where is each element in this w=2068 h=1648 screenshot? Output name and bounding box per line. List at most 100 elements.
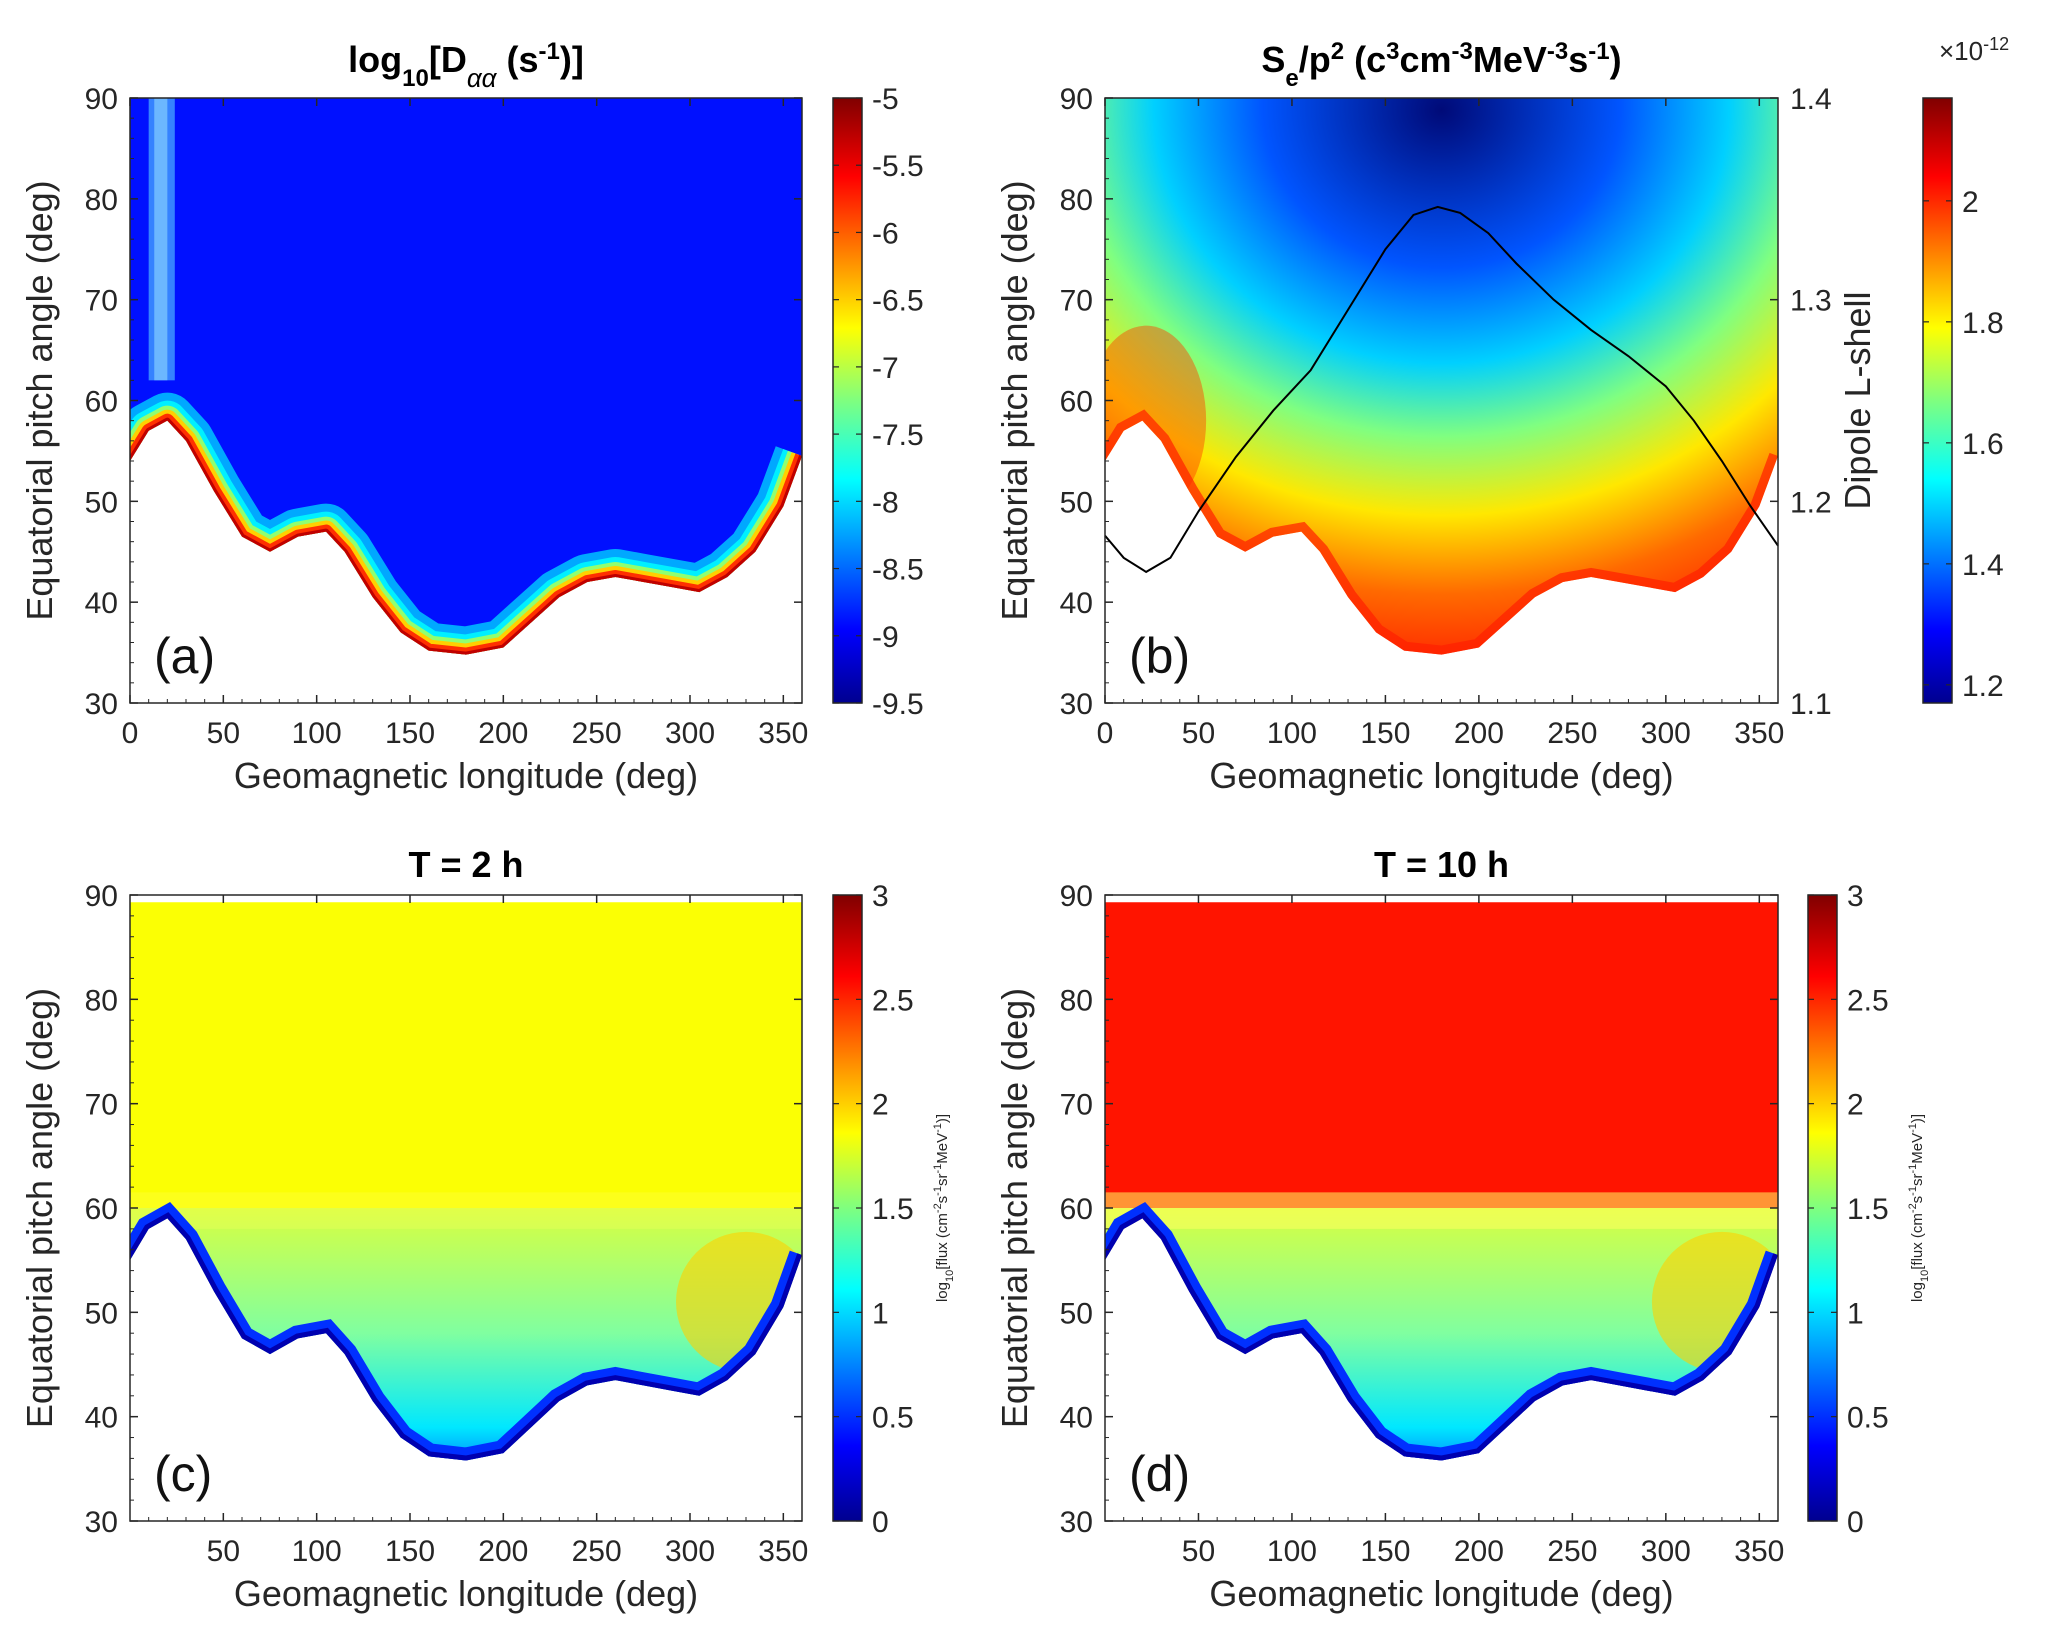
x-axis-label: Geomagnetic longitude (deg): [1209, 755, 1673, 796]
y-axis-label: Equatorial pitch angle (deg): [19, 988, 60, 1428]
colorbar-tick-label: 0: [872, 1506, 889, 1539]
y-tick-label: 40: [85, 587, 118, 620]
heatmap-background: [130, 98, 802, 655]
x-tick-label: 250: [572, 1535, 622, 1568]
panel-d-title: T = 10 h: [1374, 844, 1509, 885]
colorbar-b: 1.2 1.4 1.6 1.8 2: [1922, 97, 2004, 704]
colorbar-d: 3 2.5 2 1.5 1 0.5 0: [1807, 880, 1889, 1539]
colorbar-tick-label: 1.8: [1962, 307, 2004, 340]
x-tick-label: 200: [478, 717, 528, 750]
colorbar-tick-label: 1.5: [872, 1193, 914, 1226]
y2-tick-label: 1.3: [1790, 285, 1832, 318]
colorbar-tick-label: 2.5: [1847, 984, 1889, 1017]
x-axis-label: Geomagnetic longitude (deg): [234, 755, 698, 796]
y-tick-label: 90: [85, 83, 118, 116]
lshell-line: [1104, 205, 1779, 574]
colorbar-tick-label: 2: [872, 1089, 889, 1122]
colorbar-tick-label: -9: [872, 621, 899, 654]
y-axis-label: Equatorial pitch angle (deg): [19, 180, 60, 620]
colorbar-tick-label: -7: [872, 352, 899, 385]
x-tick-label: 250: [1547, 1535, 1597, 1568]
y-tick-label: 50: [1060, 1297, 1093, 1330]
colorbar-tick-label: -6: [872, 217, 899, 250]
y-tick-label: 70: [85, 285, 118, 318]
colorbar-tick-label: 2.5: [872, 984, 914, 1017]
y-tick-label: 50: [85, 486, 118, 519]
panel-label-d: (d): [1129, 1446, 1190, 1502]
x-tick-label: 0: [122, 717, 139, 750]
colorbar-tick-label: -6.5: [872, 285, 924, 318]
y2-axis-label: Dipole L-shell: [1837, 291, 1878, 509]
x-tick-label: 100: [292, 717, 342, 750]
x-axis-label: Geomagnetic longitude (deg): [234, 1573, 698, 1614]
colorbar-a: -5 -5.5 -6 -6.5 -7 -7.5 -8 -8.5 -9 -9.5: [832, 83, 924, 721]
x-tick-label: 100: [1267, 717, 1317, 750]
y-tick-label: 90: [85, 880, 118, 913]
panel-a-heatmap: [130, 98, 802, 655]
y-tick-label: 40: [1060, 1402, 1093, 1435]
colorbar-tick-label: 3: [1847, 880, 1864, 913]
y-tick-label: 60: [1060, 1193, 1093, 1226]
colorbar-tick-label: 1.6: [1962, 428, 2004, 461]
x-tick-label: 50: [1182, 1535, 1215, 1568]
colorbar-label-d: log10[flux (cm-2s-1sr-1MeV-1)]: [1907, 1114, 1931, 1302]
x-tick-label: 250: [1547, 717, 1597, 750]
y-tick-label: 50: [85, 1297, 118, 1330]
x-axis-label: Geomagnetic longitude (deg): [1209, 1573, 1673, 1614]
panel-label-a: (a): [154, 628, 215, 684]
x-tick-label: 200: [1454, 1535, 1504, 1568]
streak: [148, 98, 175, 381]
colorbar-c: 3 2.5 2 1.5 1 0.5 0: [832, 880, 914, 1539]
x-tick-label: 150: [385, 1535, 435, 1568]
y-tick-label: 60: [85, 1193, 118, 1226]
axes-c: 50 100 150 200 250 300 350 30 40 50 60 70 80 90 Geomag…: [19, 880, 808, 1614]
x-tick-label: 300: [665, 717, 715, 750]
colorbar-tick-label: 1: [872, 1297, 889, 1330]
panel-d-plot: [1105, 902, 1778, 1461]
y-tick-label: 50: [1060, 486, 1093, 519]
x-tick-label: 250: [572, 717, 622, 750]
transition-band: [130, 1192, 802, 1229]
colorbar-exponent: ×10-12: [1939, 34, 2009, 66]
y-tick-label: 80: [85, 984, 118, 1017]
axes-d: 50 100 150 200 250 300 350 30 40 50 60 70 80 90 Geomag…: [994, 880, 1784, 1614]
y-tick-label: 70: [1060, 1089, 1093, 1122]
x-tick-label: 0: [1097, 717, 1114, 750]
y-tick-label: 90: [1060, 880, 1093, 913]
axes-a: 0 50 100 150 200 250 300 350 30 40 50 60 70 80 90 Geoma…: [19, 83, 808, 796]
y-tick-label: 30: [1060, 1506, 1093, 1539]
y-tick-label: 80: [1060, 184, 1093, 217]
y2-tick-label: 1.2: [1790, 486, 1832, 519]
y-tick-label: 30: [1060, 688, 1093, 721]
colorbar-tick-label: -5.5: [872, 150, 924, 183]
y-tick-label: 40: [1060, 587, 1093, 620]
colorbar-tick-label: -9.5: [872, 688, 924, 721]
colorbar-tick-label: 1.4: [1962, 549, 2004, 582]
colorbar-tick-label: -8: [872, 486, 899, 519]
panel-a-title: log10[Dαα (s-1)]: [348, 38, 584, 94]
streak-core: [154, 98, 168, 381]
panel-c-title: T = 2 h: [408, 844, 523, 885]
colorbar-tick-label: -5: [872, 83, 899, 116]
y-tick-label: 80: [1060, 984, 1093, 1017]
x-tick-label: 100: [1267, 1535, 1317, 1568]
panel-d-heatmap: [1105, 902, 1778, 1461]
x-tick-label: 200: [1454, 717, 1504, 750]
panel-b-heatmap: [1105, 98, 1778, 655]
colorbar-tick-label: 2: [1847, 1089, 1864, 1122]
x-tick-label: 50: [1182, 717, 1215, 750]
panel-c-heatmap: [130, 902, 802, 1461]
colorbar-tick-label: 1.5: [1847, 1193, 1889, 1226]
y-tick-label: 60: [85, 386, 118, 419]
x-tick-label: 350: [758, 1535, 808, 1568]
axes-b: 0 50 100 150 200 250 300 350 30 40 50 60 70 80 90 Geoma…: [994, 83, 1784, 796]
colorbar-tick-label: -8.5: [872, 554, 924, 587]
x-tick-label: 150: [1360, 1535, 1410, 1568]
y-tick-label: 80: [85, 184, 118, 217]
colorbar-tick-label: 1: [1847, 1297, 1864, 1330]
y-tick-label: 30: [85, 1506, 118, 1539]
y-axis-label: Equatorial pitch angle (deg): [994, 988, 1035, 1428]
x-tick-label: 350: [1734, 717, 1784, 750]
x-tick-label: 300: [1641, 717, 1691, 750]
panel-b-title: Se/p2 (c3cm-3MeV-3s-1): [1261, 38, 1621, 92]
